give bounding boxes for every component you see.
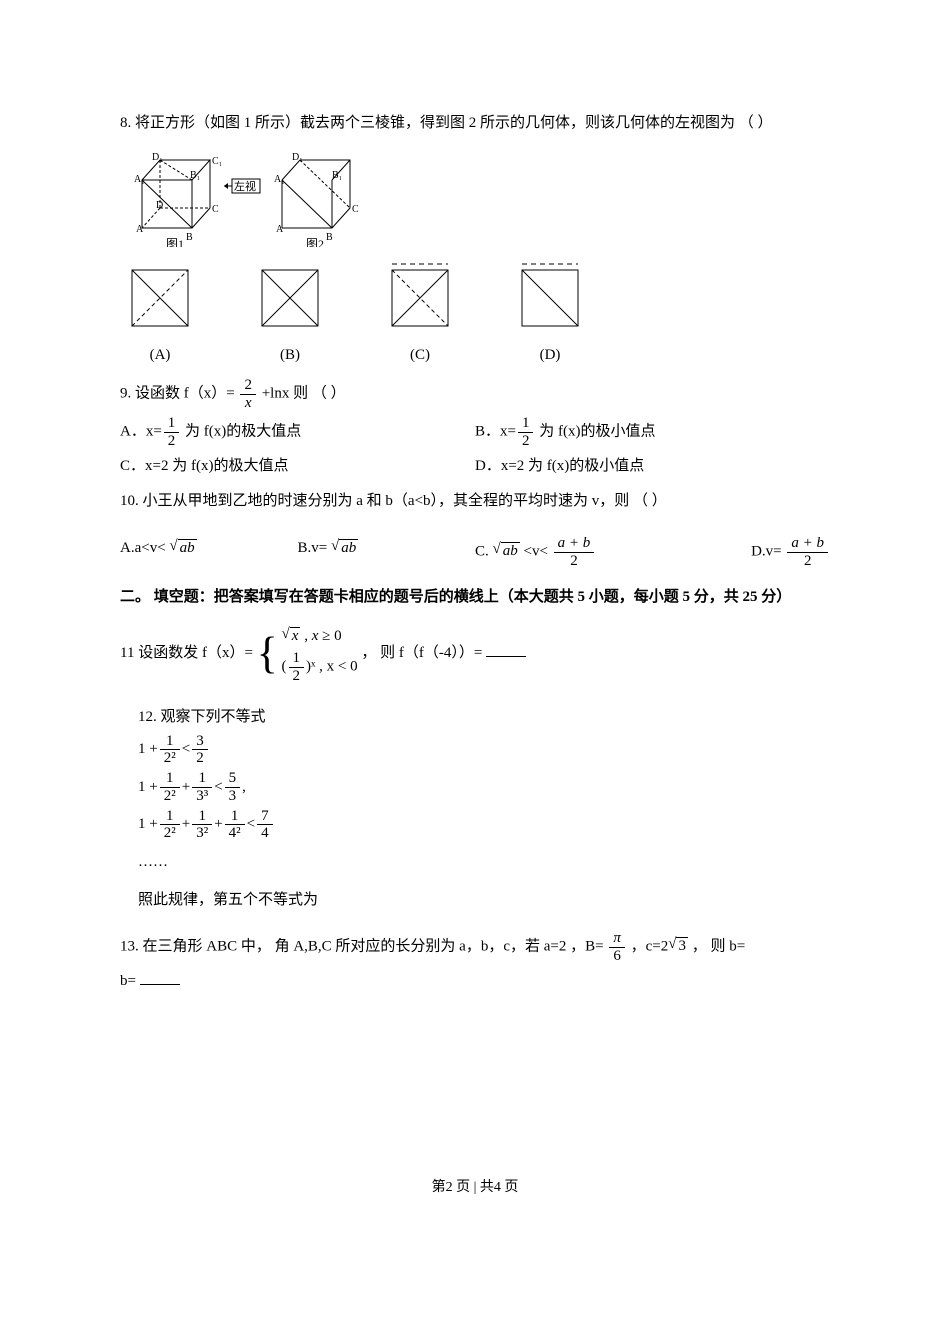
q9-before: 设函数 f（x）= (135, 385, 235, 401)
opt-a-label: (A) (130, 342, 190, 369)
q8-body: 将正方形（如图 1 所示）截去两个三棱锥，得到图 2 所示的几何体，则该几何体的… (135, 115, 773, 131)
section-2-title: 二。 填空题：把答案填写在答题卡相应的题号后的横线上（本大题共 5 小题，每小题… (120, 584, 830, 611)
q12-title: 观察下列不等式 (157, 709, 266, 725)
svg-text:B₁: B₁ (332, 170, 342, 181)
svg-text:左视: 左视 (234, 179, 256, 193)
q8-opt-b: (B) (260, 268, 320, 369)
q13-before: 在三角形 ABC 中， 角 A,B,C 所对应的长分别为 a，b，c，若 a=2… (143, 938, 604, 954)
svg-text:图2: 图2 (306, 237, 324, 247)
q9-opt-c: C．x=2 为 f(x)的极大值点 (120, 453, 475, 480)
svg-text:B: B (326, 232, 333, 243)
q11-after: ， 则 f（f（-4））= (361, 645, 486, 661)
q10-opt-a: A.a<v< √ab (120, 535, 298, 569)
q8-opt-c: (C) (390, 262, 450, 369)
q13-blank[interactable] (140, 970, 180, 985)
q8-fig12: A B C D A₁ B₁ C₁ D₁ 图1 左视 (120, 147, 360, 247)
q13-frac: π6 (609, 930, 625, 964)
page-footer: 第2 页 | 共4 页 (120, 1175, 830, 1200)
svg-text:C: C (352, 204, 359, 215)
svg-text:C: C (212, 204, 219, 215)
q10-opt-c: C. √ab <v< a + b2 (475, 535, 653, 569)
q11-piecewise: { √x , x ≥ 0 (12)ˣ , x < 0 (257, 623, 358, 684)
q11-num: 11 (120, 645, 134, 661)
q10-num: 10. (120, 493, 139, 509)
q8-options: (A) (B) (C) (D) (130, 262, 830, 369)
q12-tail: 照此规律，第五个不等式为 (138, 887, 830, 914)
q9-opt-a: A．x=12 为 f(x)的极大值点 (120, 415, 475, 449)
question-8: 8. 将正方形（如图 1 所示）截去两个三棱锥，得到图 2 所示的几何体，则该几… (120, 110, 830, 369)
svg-text:D₁: D₁ (152, 152, 163, 163)
opt-d-label: (D) (520, 342, 580, 369)
question-11: 11 设函数发 f（x）= { √x , x ≥ 0 (12)ˣ , x < 0… (120, 623, 830, 684)
q9-opts-1: A．x=12 为 f(x)的极大值点 B．x=12 为 f(x)的极小值点 (120, 415, 830, 449)
svg-text:A₁: A₁ (274, 174, 285, 185)
q10-text: 小王从甲地到乙地的时速分别为 a 和 b（a<b），其全程的平均时速为 v，则 … (143, 493, 667, 509)
q9-num: 9. (120, 385, 131, 401)
q9-opt-d: D．x=2 为 f(x)的极小值点 (475, 453, 830, 480)
q9-opt-b: B．x=12 为 f(x)的极小值点 (475, 415, 830, 449)
q13-after: ， 则 b= (692, 938, 745, 954)
q8-text: 8. 将正方形（如图 1 所示）截去两个三棱锥，得到图 2 所示的几何体，则该几… (120, 110, 830, 137)
q10-opt-d: D.v= a + b2 (653, 535, 831, 569)
question-9: 9. 设函数 f（x）= 2x +lnx 则 （ ） A．x=12 为 f(x)… (120, 377, 830, 480)
q13-sqrt: 3 (676, 937, 688, 954)
q12-inequalities: 1 + 12² < 32 1 + 12² + 13³ < 53 , 1 + 12… (138, 731, 830, 881)
q8-opt-d: (D) (520, 262, 580, 369)
svg-text:D: D (156, 200, 163, 211)
q13-num: 13. (120, 938, 139, 954)
q9-after: +lnx 则 （ ） (262, 385, 346, 401)
svg-text:图1: 图1 (166, 237, 184, 247)
q8-num: 8. (120, 115, 131, 131)
svg-text:A₁: A₁ (134, 174, 145, 185)
q13-mid: ，c=2 (631, 938, 669, 954)
q10-opts: A.a<v< √ab B.v= √ab C. √ab <v< a + b2 D.… (120, 535, 830, 569)
svg-text:B₁: B₁ (190, 170, 200, 181)
q12-ellipsis: …… (138, 844, 830, 882)
q9-opts-2: C．x=2 为 f(x)的极大值点 D．x=2 为 f(x)的极小值点 (120, 453, 830, 480)
svg-text:A: A (276, 224, 284, 235)
svg-text:D₁: D₁ (292, 152, 303, 163)
opt-c-label: (C) (390, 342, 450, 369)
q12-num: 12. (138, 709, 157, 725)
question-10: 10. 小王从甲地到乙地的时速分别为 a 和 b（a<b），其全程的平均时速为 … (120, 488, 830, 569)
svg-text:B: B (186, 232, 193, 243)
q11-before: 设函数发 f（x）= (138, 645, 253, 661)
svg-text:C₁: C₁ (212, 156, 222, 167)
q9-frac: 2x (240, 377, 256, 411)
q8-figures: A B C D A₁ B₁ C₁ D₁ 图1 左视 (120, 147, 830, 247)
q8-opt-a: (A) (130, 268, 190, 369)
q11-blank[interactable] (486, 642, 526, 657)
question-12: 12. 观察下列不等式 1 + 12² < 32 1 + 12² + 13³ <… (138, 704, 830, 914)
svg-text:A: A (136, 224, 144, 235)
opt-b-label: (B) (260, 342, 320, 369)
question-13: 13. 在三角形 ABC 中， 角 A,B,C 所对应的长分别为 a，b，c，若… (120, 930, 830, 995)
q10-opt-b: B.v= √ab (298, 535, 476, 569)
